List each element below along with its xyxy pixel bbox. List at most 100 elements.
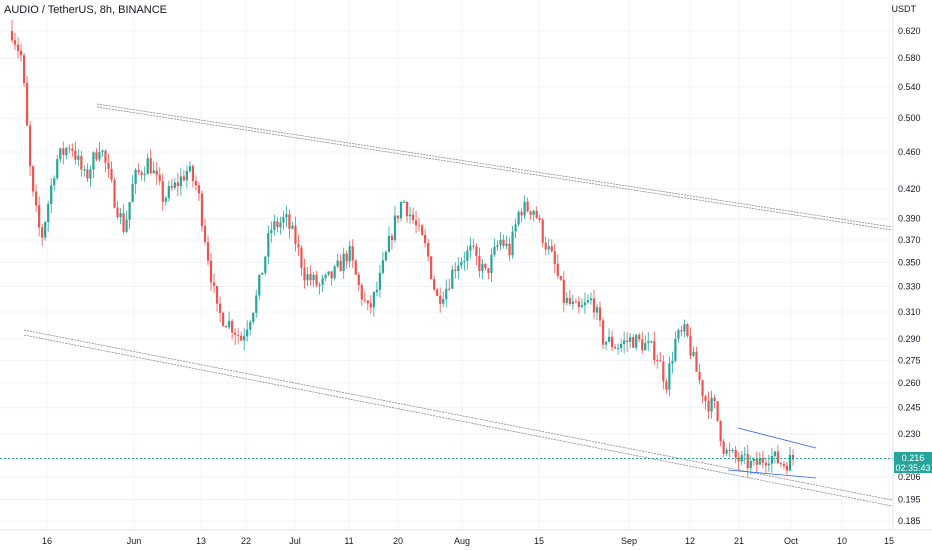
candle-body [586, 300, 590, 303]
candle-body [466, 250, 469, 261]
x-tick-label: 10 [837, 536, 847, 546]
candle-body [496, 245, 499, 247]
candle-body [291, 225, 294, 229]
candle-body [53, 178, 56, 186]
candle-body [252, 312, 255, 322]
candle-body [396, 215, 400, 219]
candle-body [411, 214, 415, 221]
candle-body [215, 285, 219, 304]
candle-body [212, 282, 216, 286]
trend-line [96, 106, 893, 231]
x-tick-label: Oct [784, 536, 799, 546]
candle-body [577, 301, 581, 308]
candle-body [267, 232, 270, 257]
candle-body [674, 338, 677, 361]
candle-body [460, 261, 463, 266]
trend-line [727, 469, 817, 479]
candle-body [752, 458, 755, 461]
candle-body [137, 170, 140, 173]
candle-body [354, 260, 357, 275]
candle-body [668, 363, 671, 390]
candle-body [767, 463, 770, 466]
candle-body [110, 168, 113, 180]
candle-body [607, 336, 611, 342]
candle-body [221, 312, 225, 326]
candle-body [725, 449, 728, 454]
candle-body [179, 176, 182, 187]
candle-body [324, 274, 327, 279]
candle-body [363, 299, 366, 301]
candle-body [297, 244, 300, 248]
candle-body [686, 324, 689, 336]
x-tick-label: Jun [127, 536, 142, 546]
candle-body [170, 186, 173, 188]
candle-body [249, 321, 252, 330]
candle-body [98, 152, 101, 160]
candle-body [749, 460, 752, 469]
candle-body [523, 201, 526, 216]
candle-body [475, 246, 478, 257]
candle-body [315, 274, 318, 286]
candle-body [191, 166, 195, 181]
candle-body [526, 201, 529, 212]
candle-body [653, 341, 656, 361]
y-tick-label: 0.500 [898, 113, 921, 123]
candle-body [472, 245, 475, 247]
candle-body [743, 454, 746, 456]
candle-body [731, 449, 734, 451]
candle-body [623, 340, 626, 345]
candle-body [122, 213, 125, 232]
candle-body [360, 285, 363, 300]
candle-body [240, 335, 243, 341]
candle-body [224, 325, 228, 328]
candle-body [589, 298, 593, 301]
y-axis-ticks: 0.620 0.580 0.540 0.500 0.460 0.420 0.390 0.370… [898, 26, 921, 526]
candle-body [442, 299, 445, 304]
candle-body [414, 220, 418, 226]
candle-body [565, 297, 568, 303]
candle-body [95, 152, 98, 160]
candle-body [101, 150, 104, 153]
candle-body [47, 204, 50, 223]
candle-body [629, 337, 632, 342]
candle-body [701, 380, 704, 397]
candle-body [484, 263, 487, 269]
candle-body [203, 226, 207, 243]
candle-body [366, 300, 369, 304]
candle-body [604, 341, 608, 345]
candle-body [134, 170, 137, 185]
chart-grid [0, 0, 893, 530]
candle-body [282, 217, 285, 223]
candle-body [44, 222, 47, 238]
candle-body [357, 274, 360, 286]
candle-body [704, 396, 707, 401]
candle-body [56, 159, 59, 179]
x-tick-label: 15 [884, 536, 894, 546]
candle-body [713, 397, 716, 402]
y-tick-label: 0.195 [898, 494, 921, 504]
candle-body [408, 214, 412, 217]
candle-body [258, 274, 261, 296]
candle-body [502, 239, 505, 247]
candle-body [188, 166, 192, 172]
candle-body [89, 169, 92, 179]
candle-body [698, 371, 701, 381]
candle-body [728, 449, 731, 451]
candle-body [378, 272, 381, 290]
candle-body [620, 344, 623, 348]
candle-body [62, 148, 65, 155]
candle-body [544, 242, 547, 250]
x-tick-label: 22 [241, 536, 251, 546]
candle-body [176, 182, 179, 187]
candle-body [617, 347, 620, 349]
candle-body [294, 225, 297, 245]
candle-body [390, 235, 394, 241]
candle-body [246, 329, 249, 337]
candle-body [722, 441, 725, 454]
candle-body [351, 246, 354, 261]
candle-body [638, 334, 641, 340]
y-tick-label: 0.275 [898, 355, 921, 365]
candle-body [321, 278, 324, 285]
candle-body [303, 267, 306, 281]
